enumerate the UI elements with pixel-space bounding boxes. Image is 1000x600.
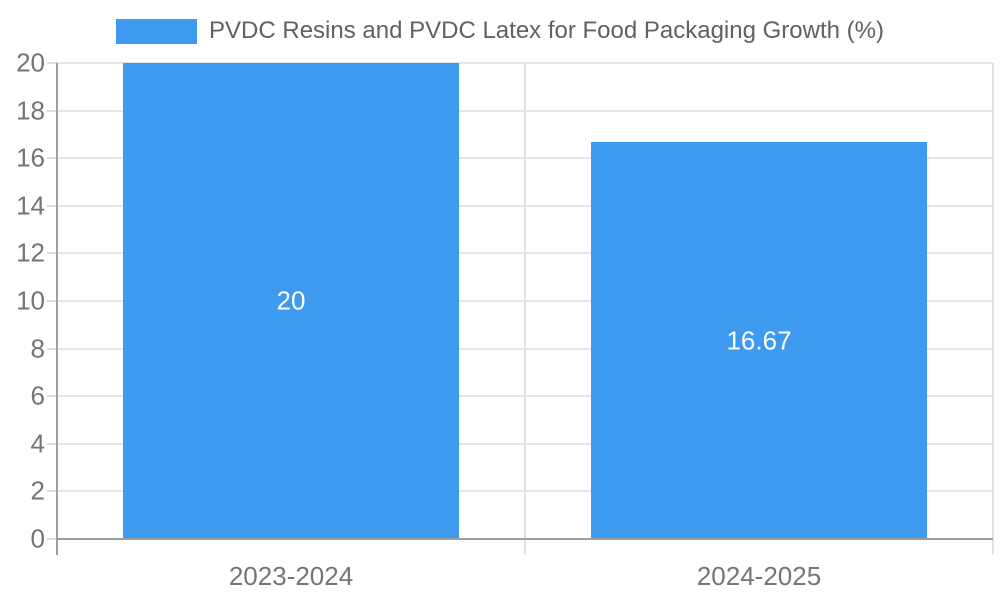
y-tick-mark [47,300,57,302]
x-gridline [992,63,994,555]
y-tick-label: 2 [30,475,45,506]
y-tick-label: 18 [16,95,45,126]
y-tick-mark [47,538,57,540]
x-tick-label: 2023-2024 [228,561,354,591]
y-tick-mark [47,252,57,255]
y-tick-label: 20 [16,47,45,78]
x-tick-label: 2024-2025 [696,561,822,591]
y-tick-mark [47,157,57,160]
legend-swatch [116,18,198,44]
legend-label: PVDC Resins and PVDC Latex for Food Pack… [209,17,884,44]
y-tick-label: 8 [30,333,45,364]
y-tick-mark [47,442,57,445]
y-tick-label: 6 [30,380,45,411]
y-tick-label: 10 [16,285,45,316]
y-tick-mark [47,490,57,493]
y-tick-label: 4 [30,428,45,459]
y-tick-mark [47,62,57,64]
y-tick-mark [47,204,57,207]
bar-value-label: 16.67 [726,325,792,356]
y-axis-line [56,63,58,555]
y-tick-label: 12 [16,237,45,268]
bar [122,63,460,539]
bar-value-label: 20 [276,285,306,316]
y-tick-mark [47,109,57,112]
x-axis-line [57,538,993,540]
bar [590,142,928,539]
legend: PVDC Resins and PVDC Latex for Food Pack… [0,17,1000,45]
y-tick-mark [47,347,57,350]
y-tick-label: 0 [30,523,45,554]
y-tick-label: 16 [16,142,45,173]
x-gridline [524,63,526,555]
y-tick-mark [47,395,57,398]
y-tick-label: 14 [16,190,45,221]
